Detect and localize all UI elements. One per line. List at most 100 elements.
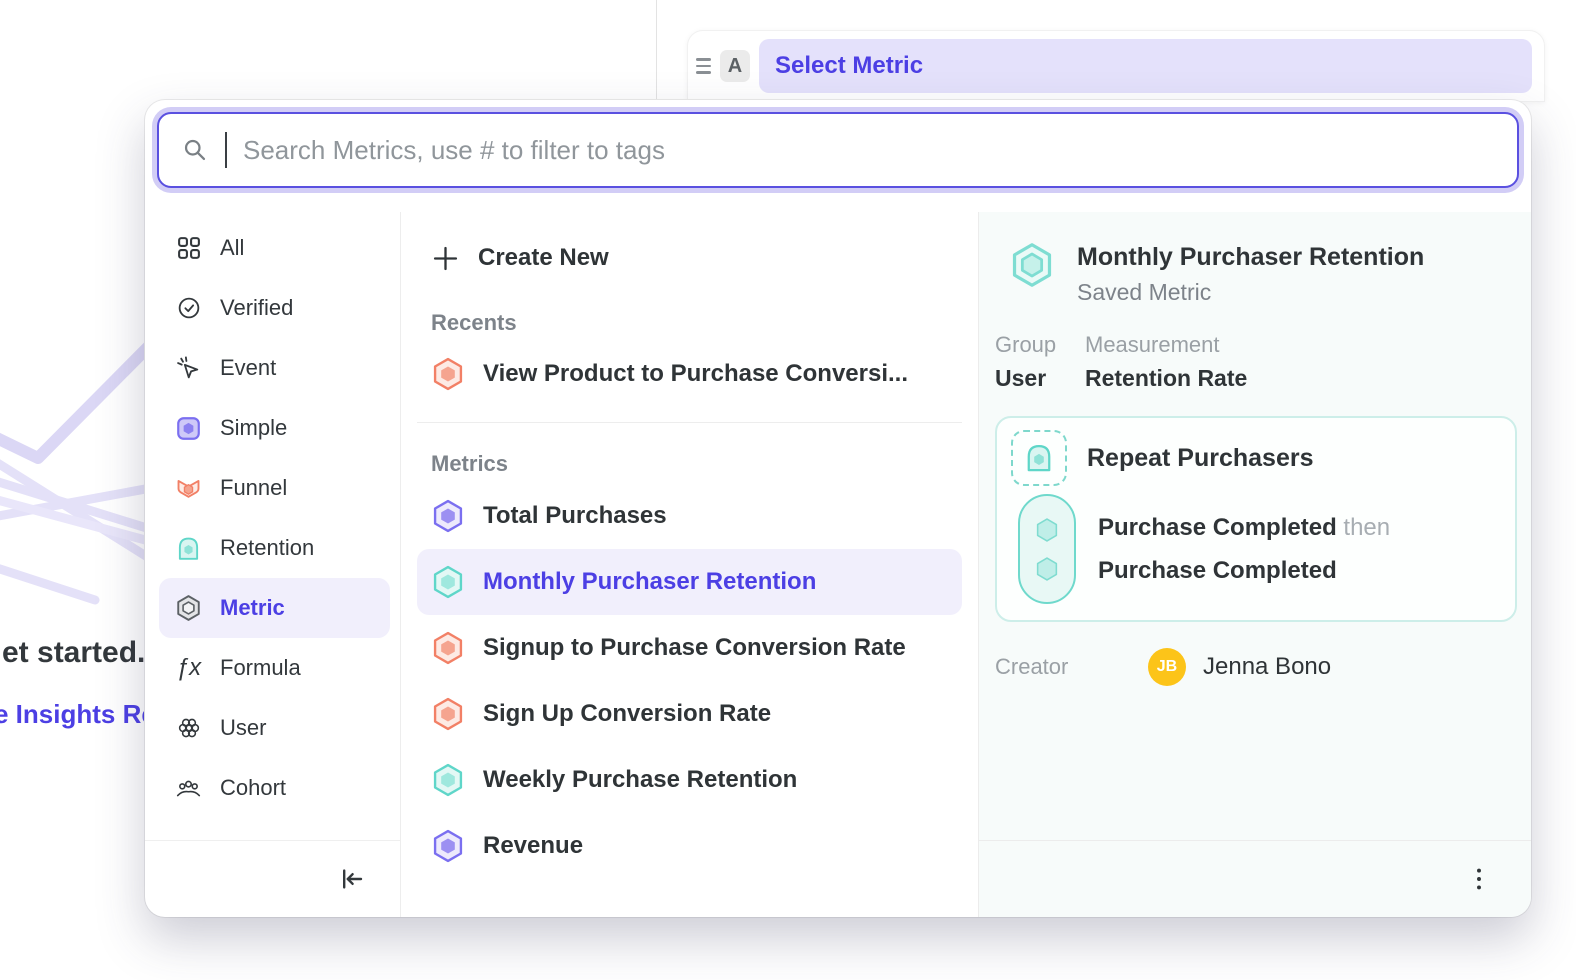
metric-hexagon-teal-icon [431, 565, 465, 599]
sidebar-item-label: User [220, 715, 266, 741]
metric-hexagon-teal-icon [1009, 242, 1055, 288]
search-input[interactable] [243, 135, 1495, 166]
metric-trigger-card: A Select Metric [687, 30, 1545, 102]
verified-badge-icon [175, 295, 202, 322]
measurement-label: Measurement [1085, 332, 1247, 358]
metric-definition-card: Repeat Purchasers Purchase Completed [995, 416, 1517, 622]
sidebar-item-event[interactable]: Event [159, 338, 390, 398]
sidebar-footer [145, 840, 400, 917]
funnel-metric-icon [175, 475, 202, 502]
background-divider [656, 0, 657, 100]
sidebar-item-label: Verified [220, 295, 293, 321]
metric-list-panel: Create New Recents View Product to Purch… [401, 212, 978, 917]
background-heading-fragment: et started. [2, 636, 145, 670]
metric-item-sign-up-conversion[interactable]: Sign Up Conversion Rate [417, 681, 962, 747]
creator-row: Creator JB Jenna Bono [979, 648, 1531, 686]
select-metric-label: Select Metric [775, 52, 923, 80]
event-hexagon-icon [1034, 517, 1060, 543]
definition-name: Repeat Purchasers [1087, 444, 1314, 473]
sidebar-item-label: All [220, 235, 244, 261]
metric-item-monthly-purchaser-retention[interactable]: Monthly Purchaser Retention [417, 549, 962, 615]
metric-item-revenue[interactable]: Revenue [417, 813, 962, 879]
metric-item-total-purchases[interactable]: Total Purchases [417, 483, 962, 549]
recent-metric-item[interactable]: View Product to Purchase Conversi... [417, 342, 962, 406]
metric-item-label: Weekly Purchase Retention [483, 766, 797, 794]
grid-icon [175, 235, 202, 262]
metric-hexagon-coral-icon [431, 631, 465, 665]
metric-hexagon-coral-icon [431, 697, 465, 731]
sidebar-item-label: Cohort [220, 775, 286, 801]
recents-header: Recents [431, 310, 978, 336]
series-letter-badge[interactable]: A [720, 50, 750, 82]
create-new-label: Create New [478, 244, 609, 272]
recent-item-label: View Product to Purchase Conversi... [483, 360, 908, 388]
select-metric-button[interactable]: Select Metric [759, 39, 1532, 93]
sidebar-item-retention[interactable]: Retention [159, 518, 390, 578]
metric-item-label: Sign Up Conversion Rate [483, 700, 771, 728]
sidebar-item-funnel[interactable]: Funnel [159, 458, 390, 518]
detail-meta: Group User Measurement Retention Rate [979, 332, 1531, 392]
group-label: Group [995, 332, 1085, 358]
category-sidebar: All Verified [145, 212, 400, 917]
metric-picker-modal: All Verified [145, 100, 1531, 917]
creator-avatar: JB [1148, 648, 1186, 686]
retention-definition-icon [1011, 430, 1067, 486]
metric-item-label: Signup to Purchase Conversion Rate [483, 634, 906, 662]
retention-metric-icon [175, 535, 202, 562]
metric-item-label: Revenue [483, 832, 583, 860]
sidebar-item-all[interactable]: All [159, 218, 390, 278]
sidebar-item-label: Retention [220, 535, 314, 561]
search-bar [157, 112, 1519, 188]
metric-item-signup-to-purchase[interactable]: Signup to Purchase Conversion Rate [417, 615, 962, 681]
formula-icon: ƒx [175, 655, 202, 682]
collapse-left-icon[interactable] [336, 863, 368, 895]
text-cursor [225, 132, 227, 168]
creator-name: Jenna Bono [1203, 653, 1331, 681]
sidebar-item-user[interactable]: User [159, 698, 390, 758]
event-hexagon-icon [1034, 556, 1060, 582]
metric-hexagon-purple-icon [431, 829, 465, 863]
definition-step-2: Purchase Completed [1098, 557, 1390, 585]
detail-subtitle: Saved Metric [1077, 279, 1424, 306]
list-divider [417, 422, 962, 423]
event-sequence-capsule [1018, 494, 1076, 604]
create-new-button[interactable]: Create New [417, 226, 962, 290]
metric-hexagon-icon [175, 595, 202, 622]
detail-header: Monthly Purchaser Retention Saved Metric [979, 212, 1531, 306]
metric-hexagon-coral-icon [431, 357, 465, 391]
metric-item-label: Monthly Purchaser Retention [483, 568, 816, 596]
creator-label: Creator [995, 654, 1148, 680]
metric-hexagon-teal-icon [431, 763, 465, 797]
sidebar-item-formula[interactable]: ƒx Formula [159, 638, 390, 698]
sidebar-item-label: Formula [220, 655, 301, 681]
sidebar-item-verified[interactable]: Verified [159, 278, 390, 338]
sidebar-item-label: Event [220, 355, 276, 381]
sidebar-item-label: Metric [220, 595, 285, 621]
detail-footer [979, 840, 1531, 917]
insights-report-link-fragment[interactable]: e Insights Re [0, 699, 156, 730]
sidebar-item-label: Funnel [220, 475, 287, 501]
step-connector: then [1343, 514, 1390, 541]
metric-item-weekly-purchase-retention[interactable]: Weekly Purchase Retention [417, 747, 962, 813]
group-value: User [995, 365, 1085, 392]
drag-handle-icon[interactable] [696, 58, 711, 74]
plus-icon [431, 244, 460, 273]
metrics-header: Metrics [431, 451, 978, 477]
metric-item-label: Total Purchases [483, 502, 667, 530]
cursor-spark-icon [175, 355, 202, 382]
kebab-menu-icon[interactable] [1463, 863, 1495, 895]
metric-detail-panel: Monthly Purchaser Retention Saved Metric… [979, 212, 1531, 917]
definition-step-1: Purchase Completed then [1098, 514, 1390, 542]
detail-title: Monthly Purchaser Retention [1077, 242, 1424, 272]
search-icon [181, 136, 209, 164]
metric-selector-screen: et started. e Insights Re A Select Metri… [0, 0, 1576, 980]
measurement-value: Retention Rate [1085, 365, 1247, 392]
sidebar-item-simple[interactable]: Simple [159, 398, 390, 458]
simple-metric-icon [175, 415, 202, 442]
sidebar-item-cohort[interactable]: Cohort [159, 758, 390, 818]
metric-hexagon-purple-icon [431, 499, 465, 533]
cohort-icon [175, 775, 202, 802]
user-cluster-icon [175, 715, 202, 742]
sidebar-item-metric[interactable]: Metric [159, 578, 390, 638]
sidebar-item-label: Simple [220, 415, 287, 441]
